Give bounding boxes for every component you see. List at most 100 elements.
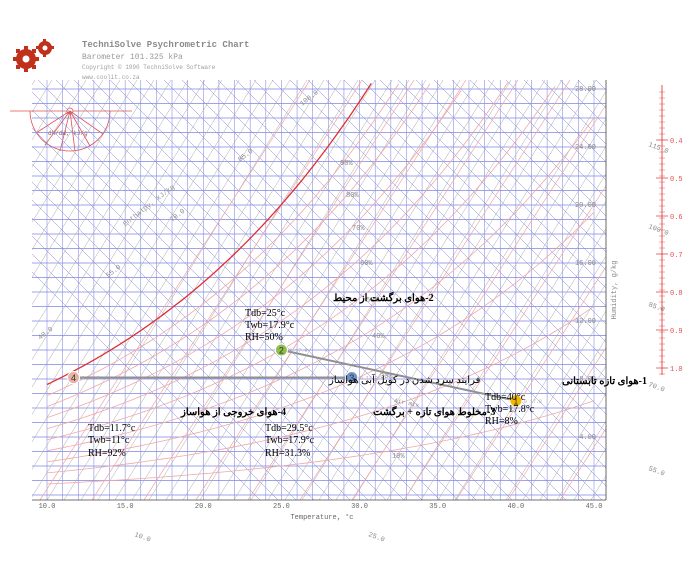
wet-bulb-line	[471, 283, 606, 500]
protractor-label: dH/dW, kJ/g	[48, 130, 88, 137]
state-point-marker	[67, 371, 81, 385]
y-tick-label: 4.00	[579, 434, 596, 442]
process-lines	[73, 349, 517, 402]
enthalpy-line	[455, 266, 606, 500]
enthalpy-label: 55.0	[105, 264, 123, 281]
point-3-tdb: Tdb=29.5°c	[265, 423, 313, 434]
wet-bulb-line	[403, 173, 606, 500]
state-point-marker	[274, 343, 288, 357]
wet-bulb-line	[32, 80, 121, 223]
state-point-wetbulb-tag: 0 17.9	[360, 376, 378, 382]
wet-bulb-line	[335, 80, 597, 500]
shr-tick-label: 0.9	[670, 328, 683, 336]
volume-line	[307, 80, 606, 379]
wet-bulb-line	[539, 392, 606, 500]
volume-line	[109, 80, 531, 500]
x-tick-label: 25.0	[273, 503, 290, 511]
volume-line	[686, 80, 691, 500]
point-1-title: 1-هوای تازه تابستانی	[562, 376, 647, 387]
point-2-tdb: Tdb=25°c	[245, 308, 286, 319]
shr-tick-label: 0.7	[670, 252, 683, 260]
rh-label: 90%	[340, 160, 353, 168]
wet-bulb-line	[420, 200, 606, 500]
enthalpy-line	[247, 80, 519, 500]
shr-tick-label: 0.4	[670, 138, 683, 146]
volume-line	[32, 217, 315, 500]
wet-bulb-line	[32, 80, 257, 443]
point-3-annotation: 3-مخلوط هوای تازه + برگشت Tdb=29.5°c Twb…	[265, 405, 495, 459]
wet-bulb-line	[32, 80, 138, 251]
wet-bulb-line	[131, 80, 393, 500]
rh-curve	[46, 86, 556, 441]
y-tick-label: 20.00	[575, 202, 596, 210]
cooling-process-label: فرایند سرد شدن در کویل آبی هواساز	[328, 373, 481, 386]
volume-line	[199, 80, 606, 487]
point-2-twb: Twb=17.9°c	[245, 320, 295, 331]
volume-line	[32, 181, 351, 500]
state-point-3: 3 0 17.9	[345, 371, 378, 385]
state-point-number: 1	[513, 396, 518, 406]
rh-curve	[46, 82, 509, 430]
technisolve-logo	[13, 39, 54, 72]
point-1-annotation: 1-هوای تازه تابستانی Tdb=40°c Twb=17.8°c…	[485, 376, 647, 427]
volume-line	[127, 80, 549, 500]
wet-bulb-line	[32, 80, 87, 168]
mixing-line	[281, 349, 517, 402]
y-tick-label: 24.00	[575, 144, 596, 152]
barometer-text: Barometer 101.325 kPa	[82, 53, 183, 62]
point-1-rh: RH=8%	[485, 416, 518, 427]
shr-tick-label: 1.0	[670, 366, 683, 374]
volume-line	[32, 163, 369, 500]
volume-line	[235, 80, 606, 451]
x-axis-label: Temperature, °c	[290, 513, 353, 522]
chart-title: TechniSolve Psychrometric Chart	[82, 40, 249, 50]
x-tick-label: 40.0	[507, 503, 524, 511]
x-tick-label: 20.0	[195, 503, 212, 511]
volume-line	[55, 80, 477, 500]
state-point-1: 1 0 17.8	[509, 394, 542, 408]
point-4-twb: Twb=11°c	[88, 435, 130, 446]
volume-line	[37, 80, 459, 500]
volume-line	[379, 80, 606, 307]
wet-bulb-line	[97, 80, 359, 500]
enthalpy-label: 100.0	[647, 223, 669, 238]
state-point-number: 2	[279, 346, 284, 356]
rh-curve	[46, 83, 431, 407]
rh-curves	[46, 82, 595, 485]
wet-bulb-line	[522, 365, 606, 500]
state-point-number: 4	[71, 373, 76, 383]
volume-line	[32, 91, 441, 500]
rh-curve	[46, 400, 595, 485]
volume-line	[469, 80, 606, 217]
point-2-annotation: 2-هوای برگشت از محیط Tdb=25°c Twb=17.9°c…	[245, 291, 434, 343]
wet-bulb-line	[80, 80, 342, 500]
rh-label: 70%	[352, 225, 365, 233]
wet-bulb-line	[32, 80, 240, 415]
state-point-4: 4 0 11.0	[67, 371, 100, 385]
wet-bulb-line	[318, 80, 580, 500]
volume-line	[253, 80, 606, 433]
enthalpy-label: 25.0	[367, 531, 386, 544]
enthalpy-line	[559, 427, 606, 500]
volume-line	[397, 80, 606, 289]
wet-bulb-line	[454, 255, 606, 500]
volume-line	[181, 80, 603, 500]
volume-line	[271, 80, 606, 415]
y-tick-label: 16.00	[575, 260, 596, 268]
rh-label: 30%	[380, 373, 393, 381]
volume-line	[487, 80, 606, 199]
point-1-tdb: Tdb=40°c	[485, 392, 526, 403]
y-axis-label: Humidity, g/kg	[611, 261, 619, 320]
enthalpy-label: 115.0	[647, 141, 669, 156]
volume-line	[433, 80, 606, 253]
volume-line	[32, 235, 297, 500]
volume-line	[163, 80, 585, 500]
rh-label: 60%	[360, 260, 373, 268]
wet-bulb-line	[32, 80, 189, 333]
volume-line	[523, 80, 606, 163]
rh-curve	[46, 211, 595, 463]
volume-line	[361, 80, 606, 325]
y-tick-label: 28.00	[575, 86, 596, 94]
rh-label: 80%	[346, 192, 359, 200]
volume-line	[415, 80, 606, 271]
